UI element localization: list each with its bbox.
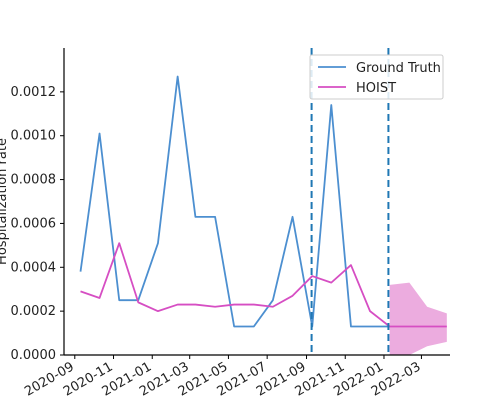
series-layer <box>79 75 447 328</box>
vline-layer <box>310 48 390 355</box>
y-tick-label: 0.0010 <box>11 129 57 144</box>
series-line-ground-truth <box>79 75 390 328</box>
legend-label-hoist: HOIST <box>356 81 396 96</box>
y-axis-label: Hospitalization rate <box>0 138 10 265</box>
legend-label-ground-truth: Ground Truth <box>356 61 441 76</box>
confidence-band-layer <box>389 282 447 355</box>
y-tick-label: 0.0002 <box>11 304 57 319</box>
legend: Ground Truth HOIST <box>309 54 444 100</box>
y-tick-label: 0.0004 <box>11 260 57 275</box>
y-tick-layer: 0.0000 0.0002 0.0004 0.0006 0.0008 0.0010 0.00… <box>11 85 64 363</box>
confidence-band <box>389 282 447 355</box>
series-line-hoist <box>80 242 447 328</box>
x-tick-layer: 2020-092020-112021-012021-032021-052021-… <box>22 355 423 400</box>
y-tick-label: 0.0012 <box>11 85 57 100</box>
legend-box <box>309 54 444 100</box>
y-tick-label: 0.0008 <box>11 173 57 188</box>
y-tick-label: 0.0000 <box>11 348 57 363</box>
y-tick-label: 0.0006 <box>11 216 57 231</box>
